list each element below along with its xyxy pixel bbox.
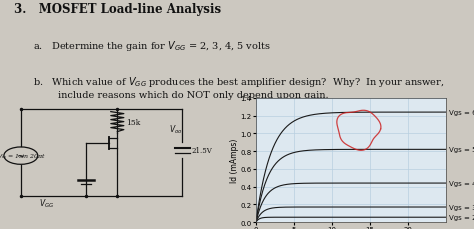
Text: ~: ~ xyxy=(17,151,25,161)
Text: $V_{oo}$: $V_{oo}$ xyxy=(170,123,183,136)
Text: Vgs = 4: Vgs = 4 xyxy=(448,180,474,186)
Text: Vgs = 2: Vgs = 2 xyxy=(448,214,474,220)
Text: 21.5V: 21.5V xyxy=(191,147,212,155)
Text: b.   Which value of $V_{GG}$ produces the best amplifier design?  Why?  In your : b. Which value of $V_{GG}$ produces the … xyxy=(33,75,444,99)
Text: $V_{in}$ = 1sin 20πt: $V_{in}$ = 1sin 20πt xyxy=(0,152,47,160)
Text: Vgs = 6: Vgs = 6 xyxy=(448,110,474,116)
Y-axis label: Id (mAmps): Id (mAmps) xyxy=(230,138,239,182)
Text: 3.   MOSFET Load-line Analysis: 3. MOSFET Load-line Analysis xyxy=(14,3,221,16)
Text: a.   Determine the gain for $V_{GG}$ = 2, 3, 4, 5 volts: a. Determine the gain for $V_{GG}$ = 2, … xyxy=(33,38,271,52)
Text: 15k: 15k xyxy=(127,118,141,126)
Text: $V_{GG}$: $V_{GG}$ xyxy=(39,196,55,209)
Text: Vgs = 5: Vgs = 5 xyxy=(448,147,474,153)
Text: Vgs = 3: Vgs = 3 xyxy=(448,204,474,210)
